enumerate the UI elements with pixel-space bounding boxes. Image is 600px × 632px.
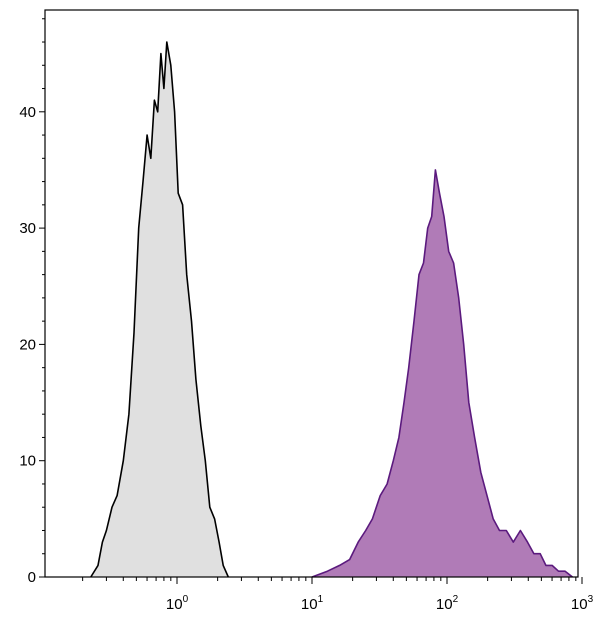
y-tick-label: 10 bbox=[19, 453, 36, 470]
series-2-line bbox=[311, 169, 573, 578]
x-tick-label: 101 bbox=[301, 594, 324, 613]
series-layer bbox=[90, 41, 573, 578]
series-2-fill bbox=[312, 169, 573, 577]
y-tick-label: 30 bbox=[19, 220, 36, 237]
y-tick-label: 20 bbox=[19, 336, 36, 353]
series-1-line bbox=[90, 41, 230, 578]
x-axis: 100 101 102 103 bbox=[82, 577, 594, 613]
y-tick-label: 0 bbox=[28, 569, 36, 586]
x-tick-label: 103 bbox=[571, 594, 594, 613]
y-tick-label: 40 bbox=[19, 104, 36, 121]
x-tick-label: 102 bbox=[436, 594, 459, 613]
y-axis: 0 10 20 30 40 bbox=[19, 18, 45, 586]
series-1-fill bbox=[90, 42, 229, 577]
x-tick-label: 100 bbox=[166, 594, 189, 613]
